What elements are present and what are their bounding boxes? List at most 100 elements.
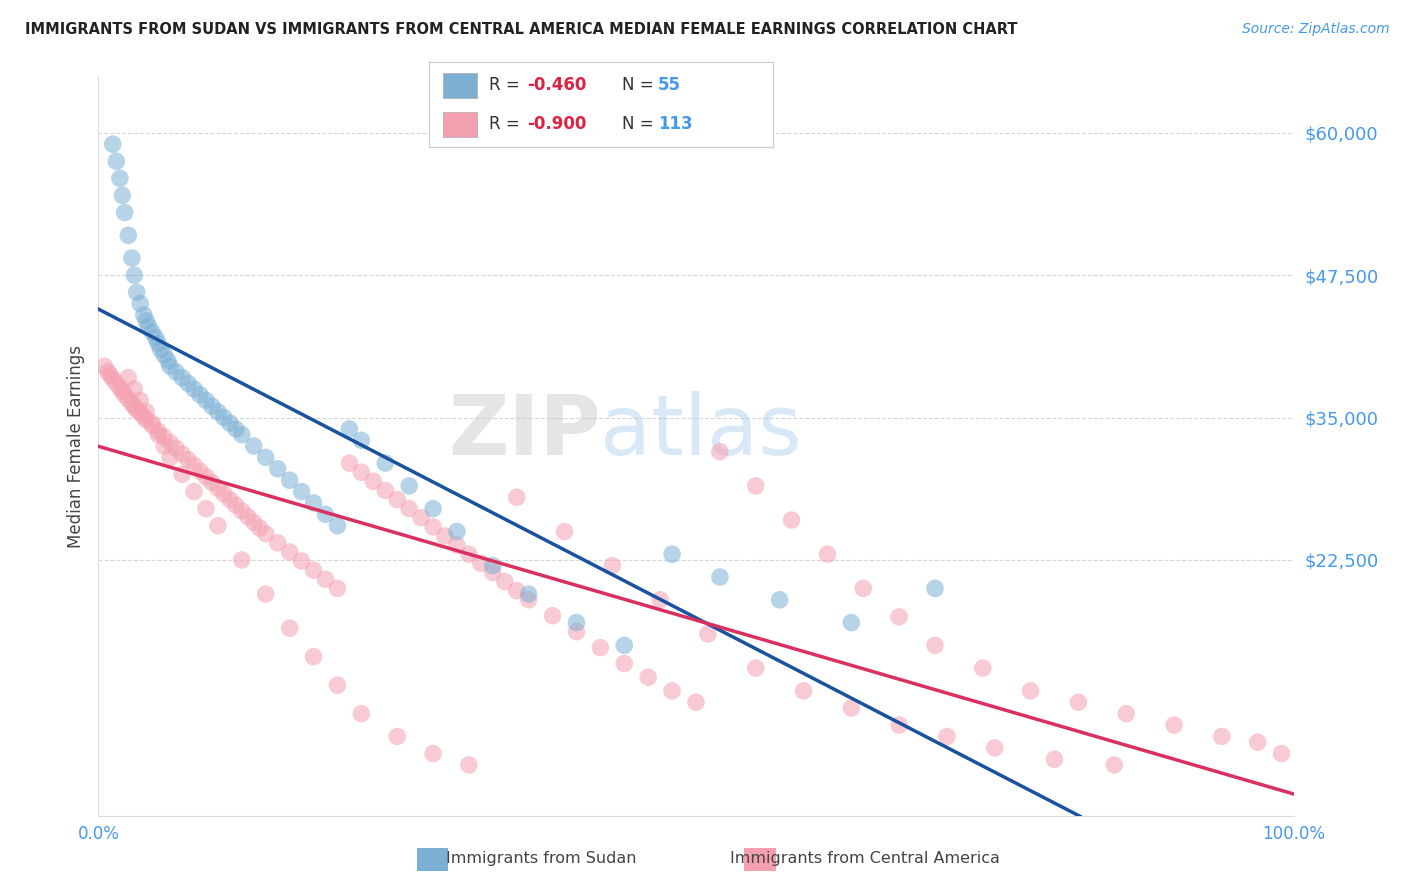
Point: [183, 458, 205, 473]
Text: ZIP: ZIP: [449, 391, 600, 472]
Point: [554, 524, 576, 539]
Point: [207, 481, 229, 495]
Point: [1104, 758, 1126, 772]
Point: [93, 359, 115, 374]
Point: [936, 730, 959, 744]
Point: [385, 730, 409, 744]
Point: [195, 501, 218, 516]
Point: [1067, 695, 1090, 709]
Point: [121, 251, 143, 265]
Point: [291, 484, 314, 499]
Point: [458, 758, 481, 772]
Point: [219, 492, 242, 507]
Point: [422, 520, 444, 534]
Point: [159, 450, 181, 465]
Point: [315, 508, 337, 522]
Point: [212, 487, 235, 501]
Point: [291, 554, 314, 568]
Point: [793, 684, 815, 698]
Point: [350, 706, 373, 721]
Point: [183, 382, 205, 396]
Point: [398, 501, 420, 516]
Point: [685, 695, 707, 709]
Point: [254, 587, 277, 601]
Point: [422, 501, 444, 516]
Point: [506, 490, 529, 504]
Y-axis label: Median Female Earnings: Median Female Earnings: [66, 344, 84, 548]
Point: [159, 435, 181, 450]
Point: [709, 444, 731, 458]
Point: [602, 558, 624, 573]
Point: [156, 353, 179, 368]
Point: [125, 402, 148, 417]
Point: [482, 558, 505, 573]
Point: [613, 657, 636, 671]
Bar: [744, 847, 776, 871]
Point: [207, 405, 229, 419]
Text: -0.900: -0.900: [527, 115, 586, 133]
Point: [745, 479, 768, 493]
Point: [326, 518, 349, 533]
Point: [148, 336, 170, 351]
Point: [637, 670, 659, 684]
Point: [326, 678, 349, 692]
Point: [159, 359, 181, 374]
Point: [124, 268, 146, 282]
Text: R =: R =: [489, 77, 524, 95]
Text: 55: 55: [658, 77, 681, 95]
Point: [135, 314, 157, 328]
Point: [188, 464, 211, 478]
Point: [972, 661, 994, 675]
Point: [172, 447, 194, 461]
Point: [98, 368, 122, 383]
Point: [1115, 706, 1137, 721]
Point: [183, 484, 205, 499]
Bar: [443, 72, 477, 98]
Text: IMMIGRANTS FROM SUDAN VS IMMIGRANTS FROM CENTRAL AMERICA MEDIAN FEMALE EARNINGS : IMMIGRANTS FROM SUDAN VS IMMIGRANTS FROM…: [25, 22, 1018, 37]
Point: [108, 171, 131, 186]
Bar: [416, 847, 449, 871]
Point: [129, 393, 152, 408]
Point: [302, 496, 325, 510]
Point: [517, 587, 540, 601]
Point: [132, 308, 155, 322]
Point: [517, 592, 540, 607]
Point: [363, 475, 385, 489]
Point: [141, 418, 163, 433]
Point: [172, 370, 194, 384]
Point: [201, 399, 224, 413]
Point: [458, 547, 481, 561]
Point: [129, 406, 152, 420]
Point: [207, 518, 229, 533]
Point: [243, 516, 266, 530]
Point: [212, 410, 235, 425]
Point: [446, 538, 468, 552]
Point: [153, 439, 176, 453]
Point: [1211, 730, 1233, 744]
Point: [153, 430, 176, 444]
Point: [105, 376, 128, 391]
Point: [236, 509, 259, 524]
Point: [924, 582, 946, 596]
Point: [924, 638, 946, 652]
Point: [650, 592, 672, 607]
Point: [661, 547, 683, 561]
Point: [201, 475, 224, 490]
Point: [1043, 752, 1066, 766]
Point: [101, 137, 124, 152]
Text: atlas: atlas: [600, 391, 801, 472]
Point: [852, 582, 875, 596]
Point: [494, 574, 516, 589]
Point: [195, 393, 218, 408]
Point: [339, 422, 361, 436]
Point: [254, 526, 277, 541]
Point: [114, 205, 136, 219]
Point: [745, 661, 768, 675]
Text: Source: ZipAtlas.com: Source: ZipAtlas.com: [1241, 22, 1389, 37]
Point: [350, 465, 373, 479]
Point: [145, 331, 167, 345]
Point: [231, 553, 253, 567]
Point: [177, 376, 200, 391]
Point: [278, 621, 301, 635]
Point: [243, 439, 266, 453]
